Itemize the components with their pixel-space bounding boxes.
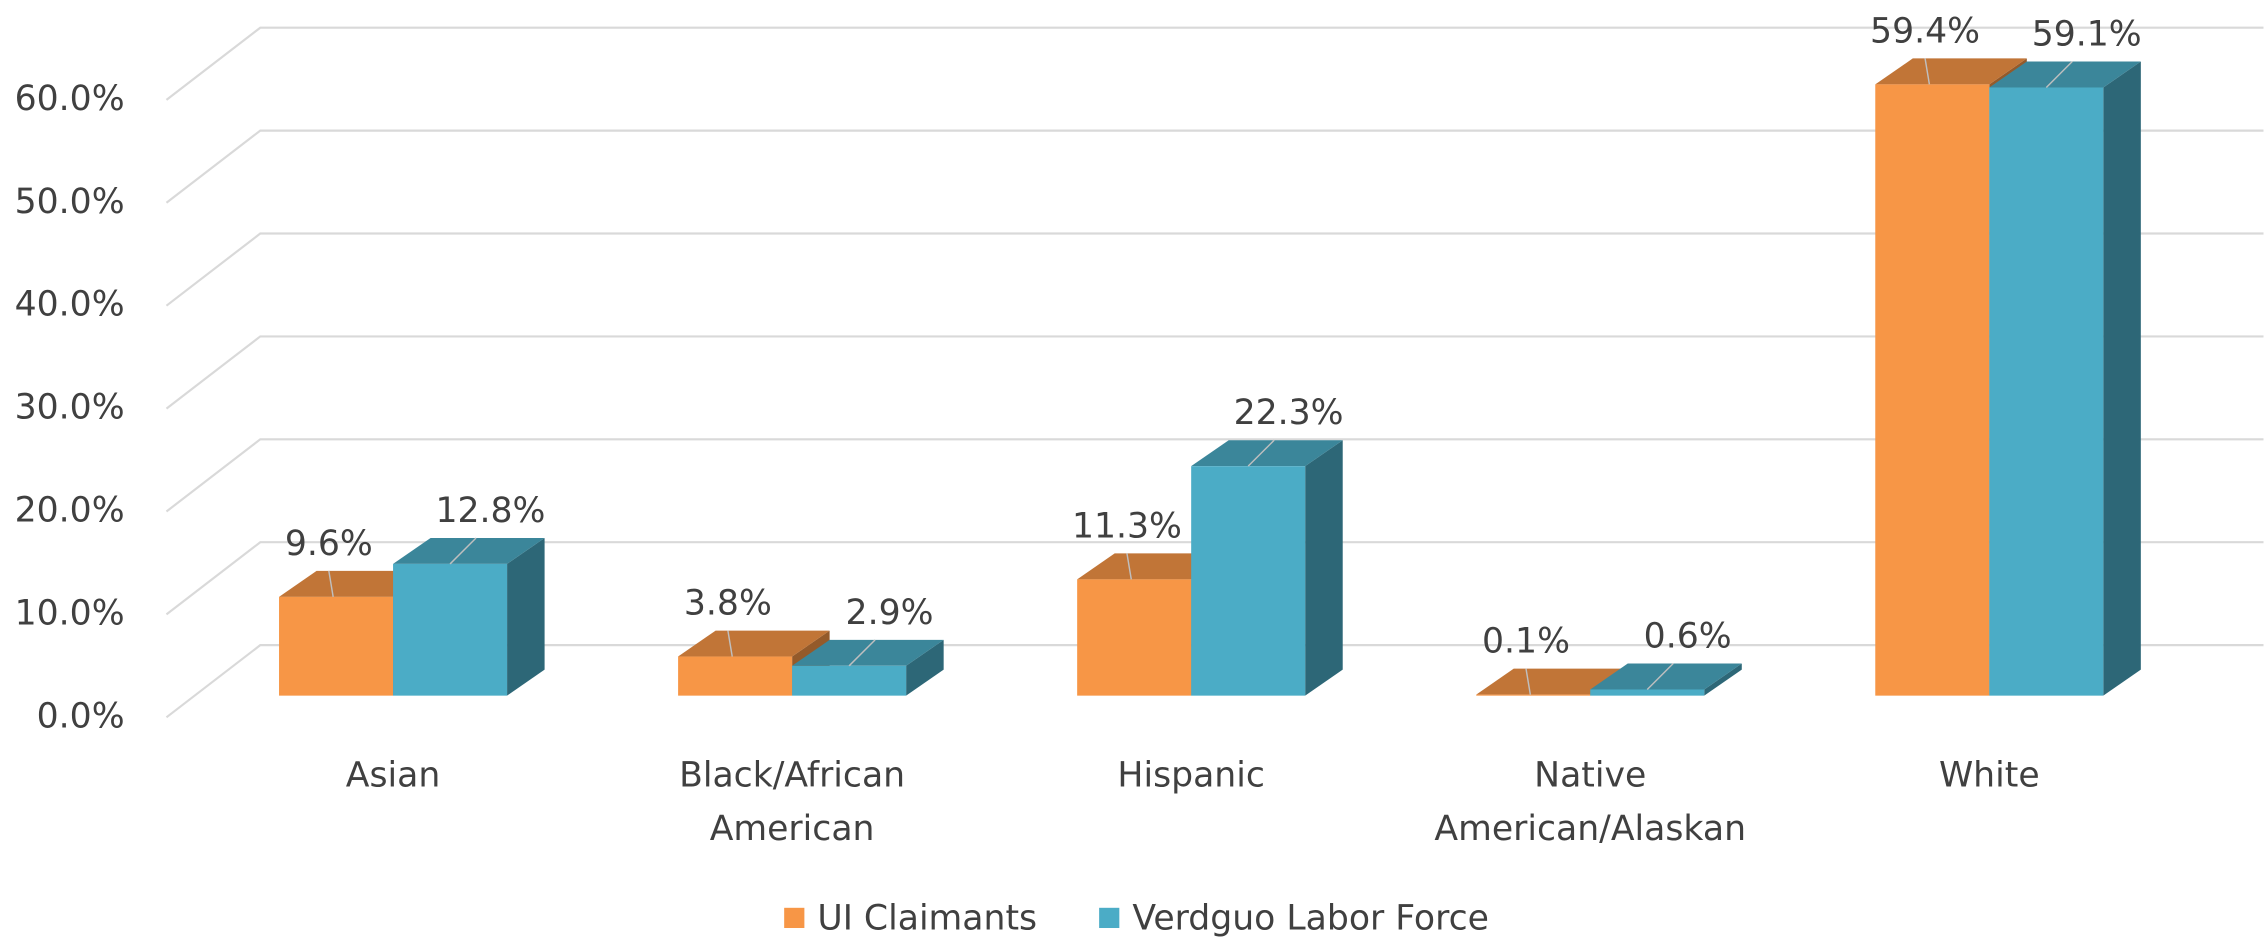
bar [393,537,545,696]
value-label: 0.6% [1644,617,1732,657]
bar [1590,663,1742,696]
bar-top [1077,553,1229,580]
bar-front [678,656,793,696]
bar-front [393,563,508,696]
bar-top [1590,663,1742,690]
legend-label: UI Claimants [817,898,1037,938]
leader-line [1247,439,1275,467]
bar-front [1077,579,1192,696]
x-tick-label-line: Native [1534,755,1646,795]
bar-top [1875,58,2027,85]
legend-swatch [1099,907,1120,929]
bar-side [1704,663,1742,696]
bar [1989,61,2141,696]
bar-front [279,596,394,696]
y-tick-label: 20.0% [15,490,125,530]
leader-line [727,630,733,657]
leader-line [1525,668,1532,695]
bar-top [1476,668,1628,695]
y-tick-label: 40.0% [15,285,125,325]
x-tick-label: Native American/Alaskan [1434,755,1746,848]
x-tick-label-line: Black/African [679,755,905,795]
grid-line [165,26,2264,101]
bar-side [507,537,545,696]
value-label: 11.3% [1072,506,1182,546]
value-label: 22.3% [1234,393,1344,433]
bar-front [1590,689,1705,696]
value-label: 9.6% [285,524,373,564]
bar-side [2103,61,2141,696]
y-tick-label: 30.0% [15,388,125,428]
leader-line [848,639,876,667]
x-tick-label-line: American [710,809,875,849]
grid-line [165,335,2264,410]
bar-top [1191,440,1343,467]
bar-side [906,639,944,696]
bar-top [678,630,830,657]
y-tick-label: 60.0% [15,79,125,119]
grid-line [165,129,2264,204]
value-label: 12.8% [435,491,545,531]
bar-front [1989,87,2104,696]
value-label: 59.1% [2032,15,2142,55]
y-tick-label: 50.0% [15,182,125,222]
bar-top [792,639,944,666]
x-tick-label-line: American/Alaskan [1434,809,1746,849]
bar-top [1989,61,2141,88]
leader-line [1126,553,1132,580]
grid-line [165,644,2264,719]
bar-side [1305,440,1343,696]
x-tick-label: Black/African American [679,755,905,848]
bar-top [393,537,545,564]
grid-line [165,541,2264,616]
x-tick-label: Hispanic [1117,755,1264,795]
bar-front [1875,84,1990,696]
bar-front [1191,466,1306,696]
leader-line [328,570,334,597]
legend-label: Verdguo Labor Force [1132,898,1489,938]
value-label: 3.8% [684,584,772,624]
leader-line [1646,662,1674,690]
leader-line [449,537,477,565]
bar [1191,440,1343,696]
value-label: 2.9% [846,593,934,633]
y-tick-label: 0.0% [37,696,125,736]
x-tick-label: Asian [346,755,441,795]
leader-line [2045,60,2073,88]
grid-line [165,232,2264,307]
grid-line [165,438,2264,513]
leader-line [1924,58,1931,85]
x-tick-label: White [1939,755,2040,795]
value-label: 59.4% [1870,11,1980,51]
bar-front [792,665,907,696]
y-tick-label: 10.0% [15,593,125,633]
bar-front [1476,694,1591,696]
bar [792,639,944,696]
legend-swatch [784,907,805,929]
value-label: 0.1% [1482,622,1570,662]
bar-top [279,570,431,597]
